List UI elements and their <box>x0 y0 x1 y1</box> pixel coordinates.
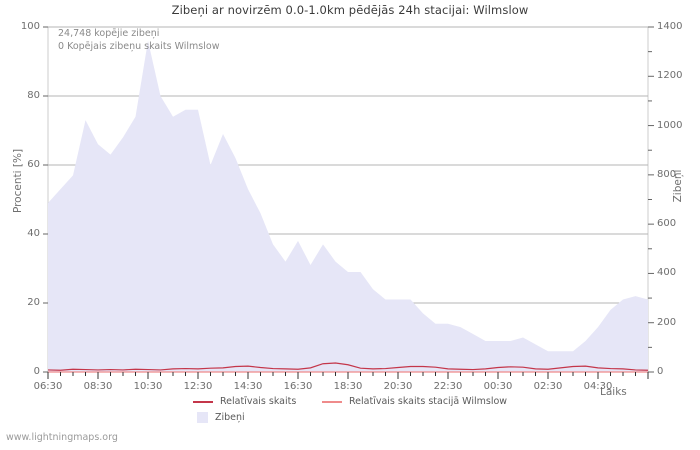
y-axis-right-tick-label: 0 <box>657 366 664 377</box>
x-axis-label: Laiks <box>600 386 627 398</box>
page-title: Zibeņi ar novirzēm 0.0-1.0km pēdējās 24h… <box>171 3 529 17</box>
y-axis-right-tick-label: 1200 <box>657 70 683 82</box>
y-axis-left-tick-label: 80 <box>27 90 40 101</box>
x-axis-tick-label: 10:30 <box>133 381 163 392</box>
legend-swatch-marker <box>197 412 208 423</box>
y-axis-left-tick-label: 40 <box>27 228 40 239</box>
annotation-total-strokes: 24,748 kopējie zibeņi <box>58 28 160 39</box>
watermark: www.lightningmaps.org <box>6 432 118 443</box>
legend-item-label: Relatīvais skaits <box>220 396 297 407</box>
x-axis-tick-label: 16:30 <box>283 381 313 392</box>
x-axis-tick-label: 20:30 <box>383 381 413 392</box>
y-axis-right-tick-label: 400 <box>657 267 677 279</box>
legend-item-label: Relatīvais skaits stacijā Wilmslow <box>349 396 508 407</box>
x-axis-tick-label: 22:30 <box>433 381 463 392</box>
y-axis-left-label: Procenti [%] <box>12 148 24 214</box>
legend-line-marker <box>193 400 213 403</box>
y-axis-left-tick-label: 20 <box>27 297 40 308</box>
y-axis-left-tick-label: 0 <box>33 366 40 377</box>
x-axis-tick-label: 06:30 <box>33 381 63 392</box>
x-axis-tick-label: 08:30 <box>83 381 113 392</box>
area-series-lightning <box>48 40 648 373</box>
y-axis-right-tick-label: 200 <box>657 316 677 328</box>
x-axis-tick-label: 14:30 <box>233 381 263 392</box>
legend-line-marker <box>322 400 342 403</box>
y-axis-right-tick-label: 600 <box>657 218 677 230</box>
x-axis-tick-label: 00:30 <box>483 381 513 392</box>
y-axis-right-label: Zibeņi <box>672 169 684 203</box>
x-axis-tick-label: 18:30 <box>333 381 363 392</box>
line-series-relative-count <box>47 362 649 371</box>
annotation-station-strokes: 0 Kopējais zibeņu skaits Wilmslow <box>58 41 220 52</box>
y-axis-right-tick-label: 1000 <box>657 119 683 131</box>
legend-item[interactable]: Zibeņi <box>193 412 245 423</box>
y-axis-right-tick-label: 800 <box>657 168 677 180</box>
y-axis-left-tick-label: 60 <box>27 159 40 170</box>
x-axis-tick-label: 04:30 <box>583 381 613 392</box>
x-axis-tick-label: 02:30 <box>533 381 563 392</box>
y-axis-right-tick-label: 1400 <box>657 21 683 32</box>
legend-item[interactable]: Relatīvais skaits <box>193 396 296 407</box>
legend-item-label: Zibeņi <box>215 412 245 423</box>
legend-item[interactable]: Relatīvais skaits stacijā Wilmslow <box>322 396 507 407</box>
y-axis-left-tick-label: 100 <box>20 21 40 32</box>
x-axis-tick-label: 12:30 <box>183 381 213 392</box>
